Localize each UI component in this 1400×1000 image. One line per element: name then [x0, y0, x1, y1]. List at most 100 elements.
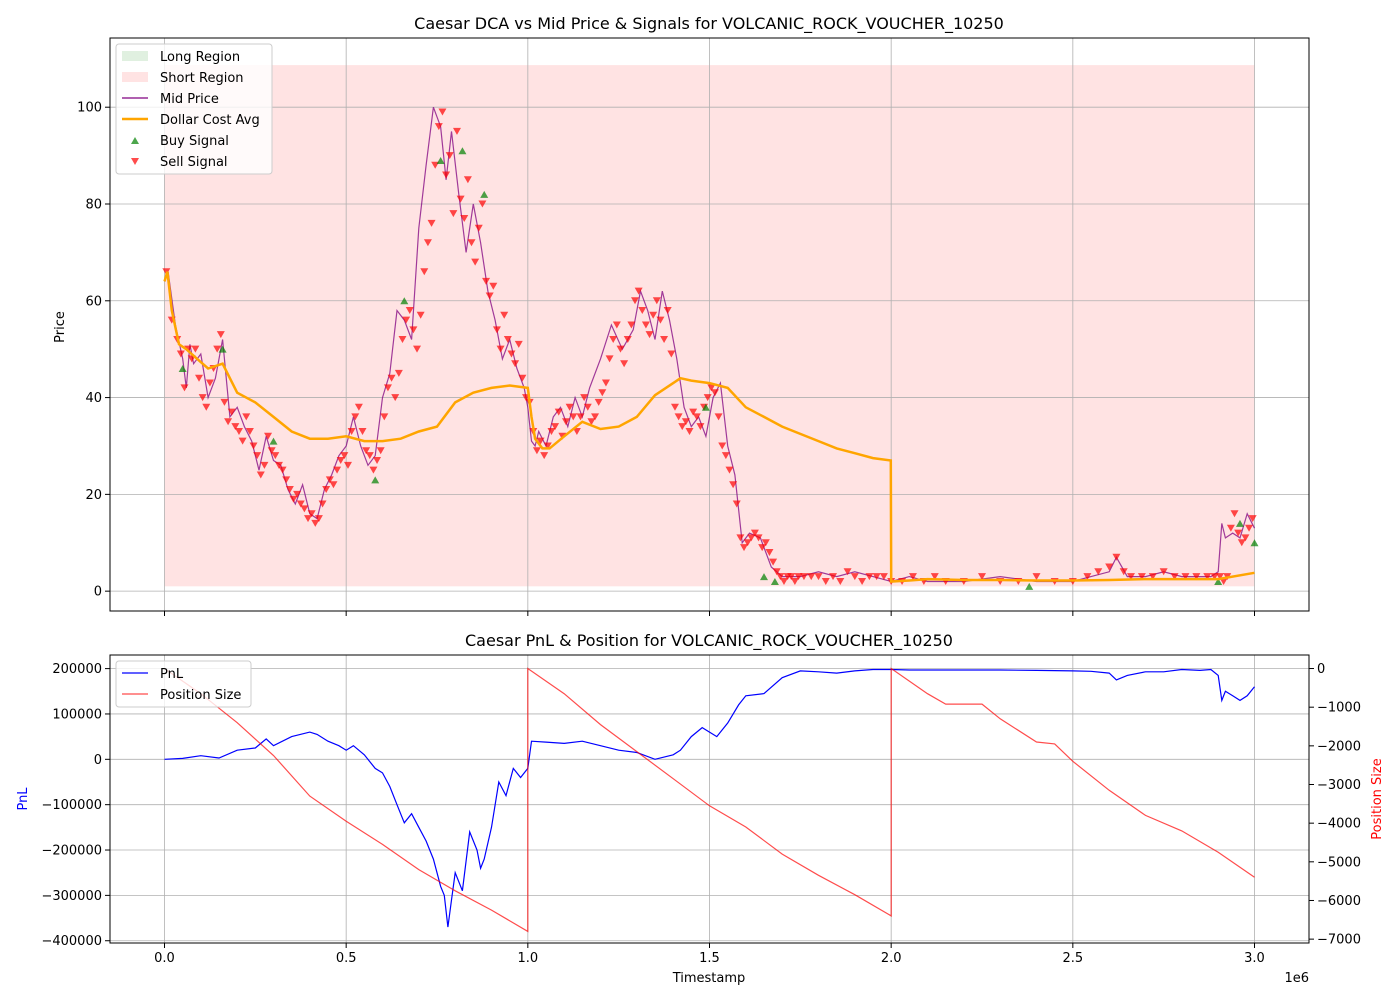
sell-signal-marker	[930, 573, 939, 581]
sell-signal-marker	[821, 577, 830, 585]
sell-signal-marker	[532, 447, 541, 455]
sell-signal-marker	[978, 573, 986, 581]
buy-signal-marker	[436, 156, 445, 164]
sell-signal-marker	[496, 345, 505, 353]
sell-signal-marker	[380, 413, 389, 421]
sell-signal-marker	[692, 413, 701, 421]
sell-signal-marker	[176, 350, 185, 358]
sell-signal-marker	[645, 331, 654, 339]
buy-signal-marker	[1250, 539, 1259, 547]
sell-signal-marker	[463, 176, 472, 184]
sell-signal-marker	[343, 461, 352, 469]
sell-signal-marker	[282, 476, 291, 484]
sell-signal-marker	[180, 384, 189, 392]
pnl-x-tick-label: 0.5	[336, 951, 357, 966]
price-axis-ticks: 0 20 40 60 80 100	[77, 101, 1255, 616]
sell-signal-marker	[616, 345, 625, 353]
sell-signal-marker	[609, 336, 618, 344]
sell-signal-marker	[445, 152, 454, 160]
sell-signal-marker	[1170, 573, 1179, 581]
sell-signal-marker	[518, 374, 527, 382]
sell-signal-marker	[865, 573, 874, 581]
price-y-axis-label: Price	[53, 311, 68, 343]
sell-signal-marker	[485, 292, 494, 300]
dollar-cost-avg-line	[163, 271, 1255, 583]
sell-signal-marker	[565, 403, 574, 411]
sell-signal-marker	[333, 466, 342, 474]
sell-signal-marker	[685, 427, 694, 435]
sell-signal-marker	[452, 127, 461, 135]
pnl-line	[164, 668, 1255, 928]
sell-signal-marker	[373, 456, 382, 464]
sell-signal-marker	[1234, 529, 1243, 537]
sell-signal-marker	[908, 573, 917, 581]
sell-signal-marker	[489, 282, 498, 290]
sell-signal-marker	[776, 573, 785, 581]
pnl-x-tick-label: 0.0	[154, 951, 175, 966]
sell-signal-marker	[761, 539, 770, 547]
buy-signal-marker	[371, 476, 380, 484]
sell-signal-marker	[765, 548, 774, 556]
sell-signal-marker	[587, 418, 596, 426]
sell-signal-marker	[293, 490, 302, 498]
sell-signal-marker	[787, 573, 796, 581]
price-y-tick-label: 100	[77, 101, 102, 116]
sell-signal-marker	[304, 515, 313, 523]
sell-signal-marker	[195, 374, 204, 382]
price-legend: Long Region Short Region Mid Price Dollar C…	[115, 43, 273, 175]
sell-signal-marker	[627, 321, 636, 329]
sell-signal-marker	[478, 200, 487, 208]
sell-signal-marker	[449, 210, 458, 218]
sell-signal-marker	[420, 268, 429, 276]
buy-signal-marker	[458, 147, 467, 155]
sell-signal-marker	[271, 452, 280, 460]
sell-signal-marker	[423, 239, 432, 247]
legend-label: Dollar Cost Avg	[160, 113, 260, 128]
sell-signal-marker	[772, 568, 781, 576]
buy-signal-marker	[1214, 577, 1223, 585]
position-y-tick-label: −4000	[1317, 817, 1361, 832]
sell-signal-marker	[1032, 573, 1041, 581]
sell-signal-marker	[387, 374, 396, 382]
sell-signal-marker	[416, 311, 425, 319]
sell-signal-marker	[216, 331, 225, 339]
pnl-x-tick-label: 3.0	[1244, 951, 1265, 966]
sell-signal-marker	[1119, 568, 1128, 576]
sell-signal-marker	[224, 418, 233, 426]
pnl-y-tick-label: −200000	[41, 844, 102, 859]
sell-signal-marker	[547, 427, 556, 435]
sell-signal-marker	[289, 495, 298, 503]
sell-signal-marker	[576, 413, 585, 421]
sell-signal-marker	[234, 427, 243, 435]
legend-label: Sell Signal	[160, 155, 228, 170]
sell-signal-marker	[543, 442, 552, 450]
sell-signal-marker	[747, 534, 756, 542]
sell-signal-marker	[829, 573, 838, 581]
price-plot-area	[162, 106, 1259, 590]
sell-signal-marker	[754, 534, 763, 542]
sell-signal-marker	[799, 573, 808, 581]
position-size-line	[164, 667, 1255, 933]
price-y-tick-label: 0	[94, 585, 102, 600]
buy-signal-marker	[770, 577, 779, 585]
sell-signal-marker	[267, 447, 276, 455]
sell-signal-marker	[1137, 573, 1146, 581]
price-y-tick-label: 40	[85, 391, 102, 406]
buy-signal-marker	[218, 345, 227, 353]
pnl-x-tick-label: 2.5	[1062, 951, 1083, 966]
legend-label: Buy Signal	[160, 134, 229, 149]
sell-signal-marker	[689, 408, 698, 416]
sell-signal-marker	[467, 239, 476, 247]
sell-signal-marker	[696, 423, 705, 431]
sell-signal-marker	[336, 456, 345, 464]
pnl-x-tick-label: 2.0	[881, 951, 902, 966]
sell-signal-marker	[583, 403, 592, 411]
sell-signal-marker	[474, 224, 483, 232]
sell-signal-marker	[1248, 515, 1257, 523]
sell-signal-marker	[794, 573, 803, 581]
pnl-y-tick-label: 200000	[52, 662, 102, 677]
buy-signal-marker	[701, 403, 710, 411]
sell-signal-marker	[358, 427, 367, 435]
sell-signal-marker	[674, 413, 683, 421]
